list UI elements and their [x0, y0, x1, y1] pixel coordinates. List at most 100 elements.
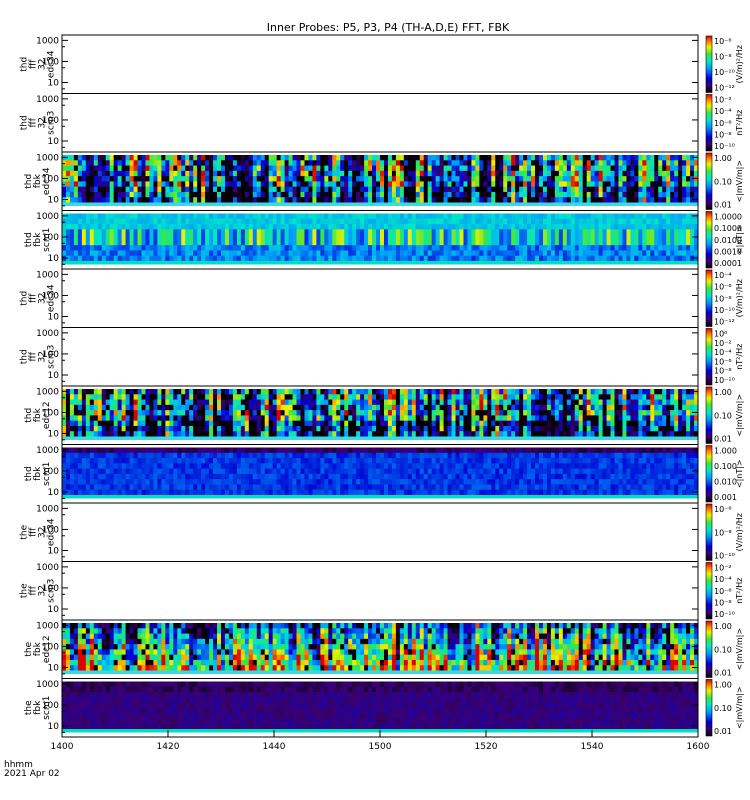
spectrogram-cell	[471, 197, 476, 203]
spectrogram-cell	[228, 404, 234, 411]
spectrogram-cell	[411, 250, 417, 257]
spectrogram-cell	[515, 176, 520, 182]
spectrogram-cell	[574, 181, 580, 188]
spectrogram-cell	[228, 224, 234, 230]
spectrogram-cell	[427, 399, 433, 406]
spectrogram-cell	[292, 245, 297, 251]
spectrogram-cell	[483, 431, 488, 437]
spectrogram-cell	[387, 250, 393, 257]
spectrogram-cell	[244, 186, 250, 193]
spectrogram-cell	[328, 389, 333, 395]
spectrogram-cell	[316, 181, 321, 188]
spectrogram-cell	[149, 229, 154, 236]
spectrogram-cell	[205, 447, 210, 454]
spectrogram-cell	[678, 425, 683, 432]
spectrogram-cell	[487, 399, 492, 406]
spectrogram-cell	[694, 165, 699, 172]
spectrogram-cell	[527, 191, 532, 198]
spectrogram-cell	[598, 191, 604, 198]
spectrogram-cell	[244, 463, 250, 470]
spectrogram-cell	[419, 250, 425, 257]
spectrogram-cell	[546, 160, 552, 166]
spectrogram-cell	[93, 229, 99, 236]
spectrogram-cell	[690, 176, 695, 182]
spectrogram-cell	[443, 176, 448, 182]
spectrogram-cell	[562, 410, 568, 416]
spectrogram-cell	[686, 255, 691, 262]
spectrogram-cell	[256, 489, 262, 496]
spectrogram-cell	[332, 420, 337, 427]
spectrogram-cell	[153, 463, 158, 470]
spectrogram-cell	[153, 239, 158, 246]
spectrogram-cell	[157, 463, 162, 470]
spectrogram-cell	[69, 160, 75, 166]
spectrogram-cell	[483, 191, 488, 198]
spectrogram-cell	[284, 213, 289, 220]
spectrogram-cell	[165, 404, 170, 411]
spectrogram-cell	[209, 410, 214, 416]
colorbar-tick-label: 10⁻¹²	[714, 318, 735, 327]
spectrogram-cell	[161, 404, 166, 411]
spectrogram-cell	[566, 170, 572, 177]
spectrogram-cell	[527, 213, 532, 220]
spectrogram-cell	[117, 452, 123, 459]
spectrogram-cell	[630, 155, 635, 161]
spectrogram-cell	[467, 191, 472, 198]
spectrogram-cell	[566, 245, 572, 251]
colorbar-tick-label: 10⁻⁴	[714, 271, 732, 280]
spectrogram-cell	[554, 229, 560, 236]
spectrogram-cell	[85, 234, 91, 241]
spectrogram-cell	[427, 155, 433, 161]
spectrogram-cell	[240, 389, 246, 395]
spectrogram-cell	[391, 410, 397, 416]
spectrogram-cell	[356, 229, 361, 236]
spectrogram-cell	[256, 170, 262, 177]
spectrogram-cell	[181, 447, 186, 454]
spectrogram-cell	[308, 245, 313, 251]
spectrogram-cell	[312, 399, 317, 406]
spectrogram-cell	[415, 425, 421, 432]
spectrogram-cell	[228, 191, 234, 198]
spectrogram-cell	[240, 197, 246, 203]
spectrogram-cell	[252, 489, 258, 496]
spectrogram-cell	[578, 165, 584, 172]
spectrogram-cell	[610, 245, 615, 251]
spectrogram-cell	[149, 250, 154, 257]
spectrogram-cell	[638, 155, 643, 161]
spectrogram-cell	[447, 415, 452, 422]
spectrogram-cell	[244, 399, 250, 406]
spectrogram-cell	[62, 165, 67, 172]
spectrogram-cell	[77, 431, 83, 437]
spectrogram-cell	[312, 155, 317, 161]
spectrogram-cell	[161, 239, 166, 246]
spectrogram-cell	[574, 399, 580, 406]
spectrogram-cell	[141, 410, 146, 416]
spectrogram-cell	[137, 160, 142, 166]
spectrogram-cell	[328, 431, 333, 437]
spectrogram-cell	[594, 197, 600, 203]
spectrogram-cell	[463, 213, 468, 220]
spectrogram-cell	[161, 484, 166, 491]
spectrogram-cell	[121, 239, 127, 246]
spectrogram-cell	[93, 239, 99, 246]
spectrogram-cell	[368, 191, 373, 198]
spectrogram-cell	[328, 165, 333, 172]
spectrogram-cell	[97, 181, 103, 188]
spectrogram-cell	[372, 218, 377, 225]
spectrogram-cell	[264, 170, 270, 177]
spectrogram-cell	[280, 155, 286, 161]
spectrogram-cell	[201, 394, 206, 400]
spectrogram-cell	[260, 255, 266, 262]
spectrogram-cell	[324, 255, 329, 262]
spectrogram-cell	[411, 213, 417, 220]
spectrogram-cell	[459, 155, 464, 161]
spectrogram-cell	[654, 399, 659, 406]
spectrogram-cell	[236, 197, 242, 203]
colorbar-tick-label: 0.0001	[714, 259, 742, 268]
spectrogram-cell	[535, 186, 540, 193]
spectrogram-cell	[153, 489, 158, 496]
spectrogram-cell	[93, 170, 99, 177]
spectrogram-cell	[173, 473, 178, 480]
spectrogram-cell	[117, 229, 123, 236]
spectrogram-cell	[248, 245, 254, 251]
